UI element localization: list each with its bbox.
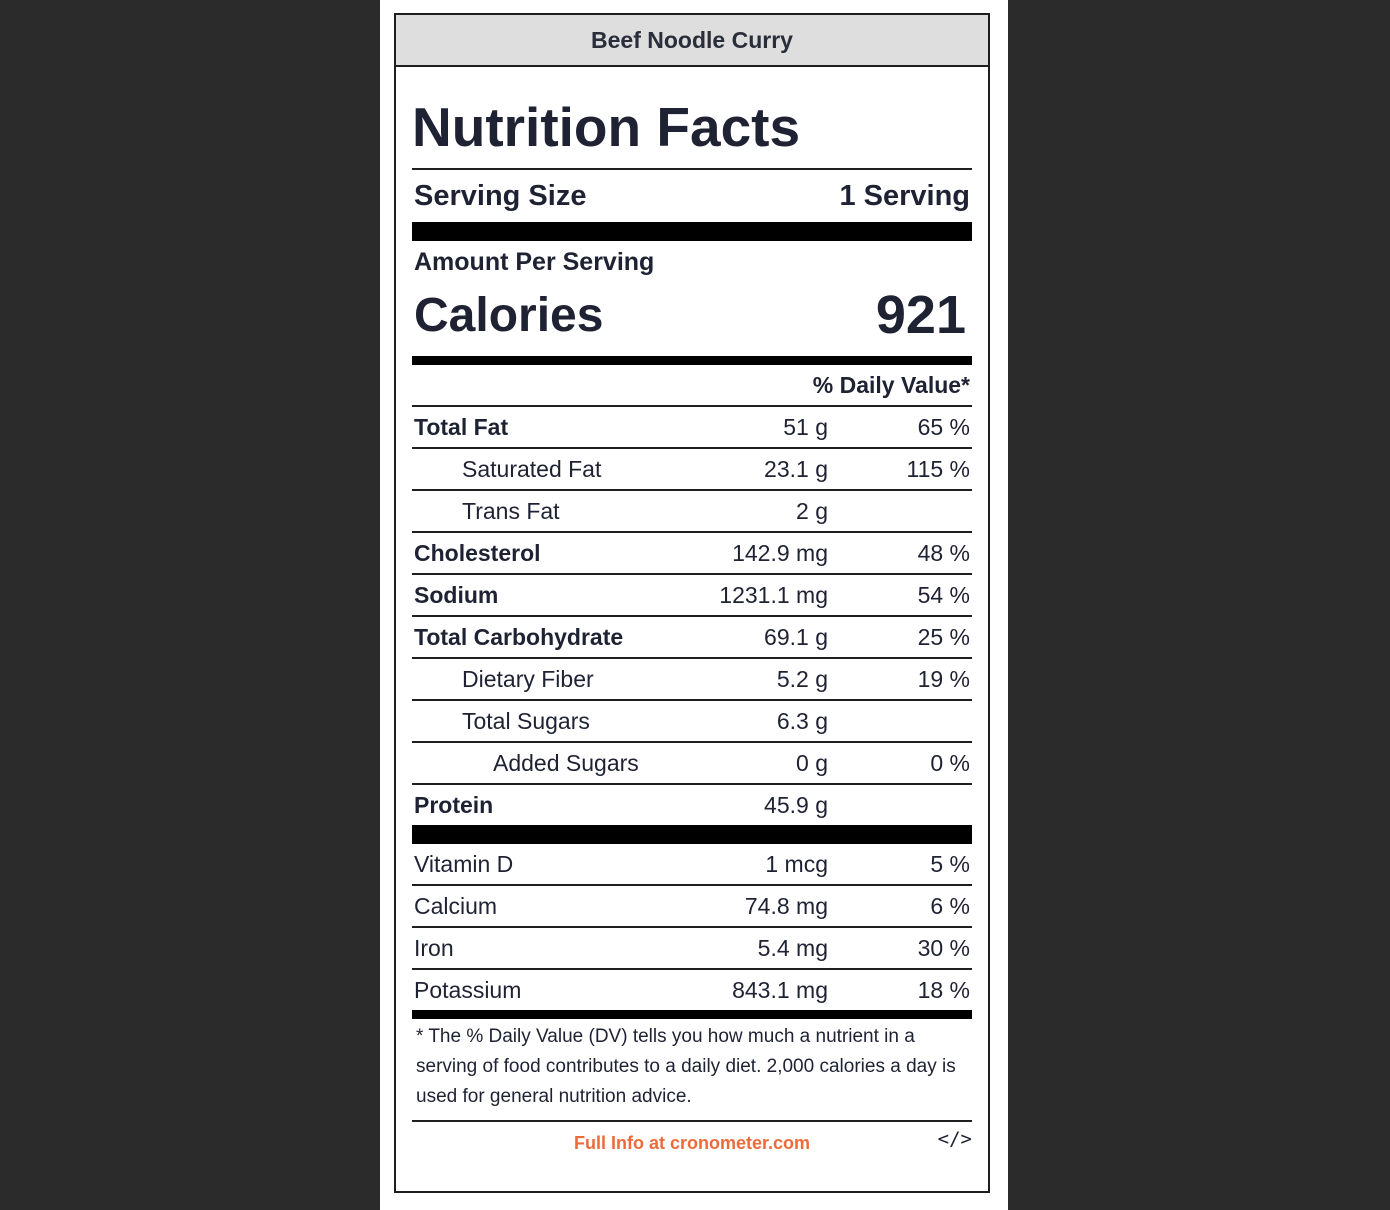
nutrient-amount: 23.1 g — [764, 455, 828, 482]
nutrient-row: Trans Fat 2 g — [412, 491, 972, 533]
cronometer-link[interactable]: Full Info at cronometer.com — [573, 1133, 811, 1153]
nutrient-row: Total Carbohydrate 69.1 g 25 % — [412, 617, 972, 659]
nutrient-name: Cholesterol — [414, 539, 541, 566]
nutrient-amount: 51 g — [783, 413, 828, 440]
nutrient-name: Saturated Fat — [462, 455, 602, 482]
vitamin-dv: 18 % — [917, 976, 970, 1003]
divider-thick — [412, 222, 972, 241]
nutrition-facts-heading: Nutrition Facts — [412, 79, 972, 170]
vitamin-amount: 843.1 mg — [732, 976, 828, 1003]
nutrient-row: Saturated Fat 23.1 g 115 % — [412, 449, 972, 491]
nutrient-dv: 0 % — [930, 749, 970, 776]
serving-size-value: 1 Serving — [839, 179, 970, 212]
vitamin-dv: 6 % — [930, 892, 970, 919]
nutrient-row: Protein 45.9 g — [412, 785, 972, 825]
vitamin-name: Potassium — [414, 976, 522, 1003]
nutrient-row: Dietary Fiber 5.2 g 19 % — [412, 659, 972, 701]
nutrient-dv: 25 % — [917, 623, 970, 650]
divider-medium — [412, 1010, 972, 1019]
vitamin-row: Iron 5.4 mg 30 % — [412, 928, 972, 970]
nutrient-name: Added Sugars — [493, 749, 639, 776]
divider-thick — [412, 825, 972, 844]
embed-code-icon[interactable]: </> — [937, 1128, 972, 1150]
nutrient-amount: 1231.1 mg — [719, 581, 828, 608]
vitamin-amount: 1 mcg — [765, 850, 828, 877]
vitamin-amount: 5.4 mg — [757, 934, 828, 961]
nutrition-label: Beef Noodle Curry Nutrition Facts Servin… — [394, 13, 990, 1193]
vitamin-name: Iron — [414, 934, 454, 961]
nutrient-amount: 0 g — [796, 749, 828, 776]
nutrient-row: Added Sugars 0 g 0 % — [412, 743, 972, 785]
nutrient-row: Total Sugars 6.3 g — [412, 701, 972, 743]
nutrient-amount: 45.9 g — [764, 791, 828, 818]
recipe-title: Beef Noodle Curry — [396, 15, 988, 67]
label-body: Nutrition Facts Serving Size 1 Serving A… — [412, 79, 972, 1162]
divider-medium — [412, 356, 972, 365]
nutrient-dv: 19 % — [917, 665, 970, 692]
vitamin-name: Vitamin D — [414, 850, 514, 877]
nutrient-row: Sodium 1231.1 mg 54 % — [412, 575, 972, 617]
daily-value-footnote: * The % Daily Value (DV) tells you how m… — [412, 1019, 972, 1122]
nutrient-amount: 2 g — [796, 497, 828, 524]
nutrient-amount: 142.9 mg — [732, 539, 828, 566]
nutrient-dv: 65 % — [917, 413, 970, 440]
nutrient-name: Trans Fat — [462, 497, 560, 524]
nutrient-name: Protein — [414, 791, 494, 818]
nutrient-dv: 54 % — [917, 581, 970, 608]
serving-size-row: Serving Size 1 Serving — [412, 170, 972, 222]
vitamin-name: Calcium — [414, 892, 498, 919]
vitamin-row: Vitamin D 1 mcg 5 % — [412, 844, 972, 886]
nutrient-name: Total Carbohydrate — [414, 623, 624, 650]
nutrient-amount: 69.1 g — [764, 623, 828, 650]
calories-row: Calories 921 — [412, 281, 972, 349]
nutrient-name: Total Sugars — [462, 707, 590, 734]
vitamin-dv: 5 % — [930, 850, 970, 877]
calories-label: Calories — [414, 288, 604, 342]
page: Beef Noodle Curry Nutrition Facts Servin… — [380, 0, 1008, 1210]
calories-value: 921 — [875, 285, 966, 345]
daily-value-header: % Daily Value* — [412, 365, 972, 407]
nutrient-amount: 6.3 g — [776, 707, 828, 734]
serving-size-label: Serving Size — [414, 179, 587, 212]
vitamin-row: Potassium 843.1 mg 18 % — [412, 970, 972, 1010]
nutrient-row: Total Fat 51 g 65 % — [412, 407, 972, 449]
vitamin-dv: 30 % — [917, 934, 970, 961]
nutrient-row: Cholesterol 142.9 mg 48 % — [412, 533, 972, 575]
amount-per-serving: Amount Per Serving — [414, 248, 655, 276]
vitamin-row: Calcium 74.8 mg 6 % — [412, 886, 972, 928]
label-footer: Full Info at cronometer.com </> — [412, 1122, 972, 1162]
nutrient-dv: 115 % — [906, 455, 970, 482]
nutrient-amount: 5.2 g — [776, 665, 828, 692]
vitamin-amount: 74.8 mg — [744, 892, 828, 919]
nutrient-name: Sodium — [414, 581, 499, 608]
nutrient-name: Dietary Fiber — [462, 665, 594, 692]
nutrient-name: Total Fat — [414, 413, 509, 440]
nutrient-dv: 48 % — [917, 539, 970, 566]
